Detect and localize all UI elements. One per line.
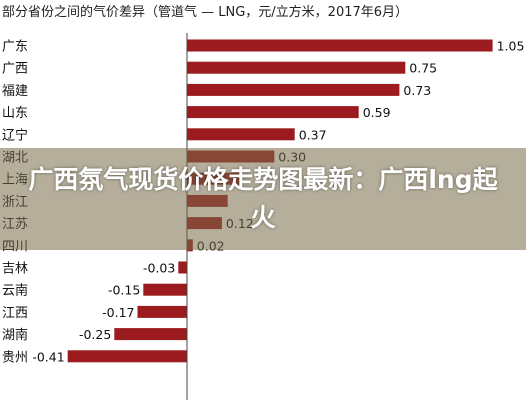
- category-label: 广东: [2, 40, 28, 55]
- value-label: -0.17: [102, 305, 134, 320]
- value-label: -0.41: [32, 349, 64, 364]
- value-label: -0.15: [108, 283, 140, 298]
- value-label: 0.75: [409, 61, 437, 76]
- category-label: 广西: [2, 62, 28, 77]
- category-label: 福建: [2, 84, 28, 99]
- chart-title: 部分省份之间的气价差异（管道气 — LNG，元/立方米，2017年6月）: [2, 4, 408, 20]
- category-label: 吉林: [2, 262, 28, 277]
- value-label: 0.73: [403, 83, 431, 98]
- bar-1: [187, 39, 493, 52]
- value-label: 1.05: [497, 39, 525, 54]
- category-label: 山东: [2, 106, 28, 121]
- category-label: 江西: [2, 306, 28, 321]
- bar-13: [137, 305, 187, 318]
- value-label: 0.59: [363, 105, 391, 120]
- category-label: 辽宁: [2, 127, 28, 143]
- bar-15: [67, 350, 187, 363]
- overlay-title: 广西氛气现货价格走势图最新：广西lng起火: [28, 165, 498, 232]
- bar-12: [143, 283, 187, 296]
- overlay-banner: 广西氛气现货价格走势图最新：广西lng起火: [0, 148, 526, 250]
- value-label: 0.37: [299, 127, 327, 142]
- category-label: 云南: [2, 283, 28, 299]
- bar-5: [187, 128, 295, 141]
- category-label: 贵州: [2, 350, 28, 365]
- bar-2: [187, 61, 406, 74]
- value-label: -0.25: [79, 327, 111, 342]
- bar-3: [187, 83, 400, 96]
- bar-14: [114, 328, 188, 341]
- bar-4: [187, 106, 359, 119]
- bar-11: [178, 261, 187, 274]
- value-label: -0.03: [143, 261, 175, 276]
- category-label: 湖南: [2, 327, 28, 343]
